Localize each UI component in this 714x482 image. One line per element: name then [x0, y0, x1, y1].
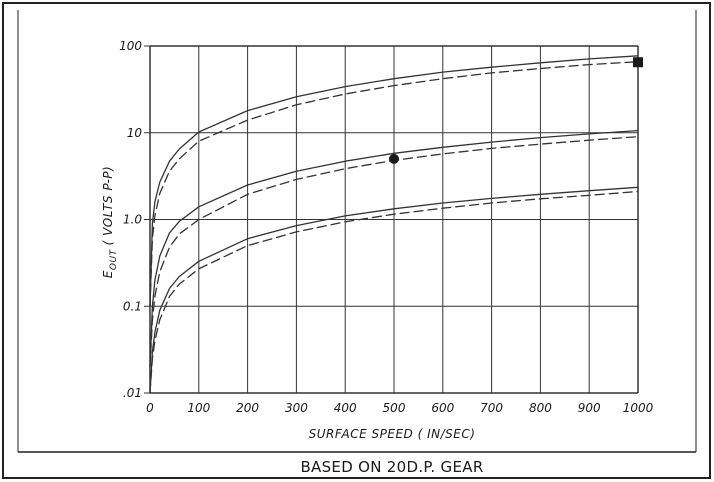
- x-tick-label: 100: [187, 401, 210, 415]
- y-tick-label: 10: [127, 126, 143, 140]
- square-marker: [633, 57, 643, 68]
- solid-curve-2: [149, 129, 639, 368]
- y-tick-label: .01: [123, 386, 142, 400]
- x-tick-label: 800: [529, 401, 552, 415]
- x-axis-title: SURFACE SPEED ( IN/SEC): [309, 427, 476, 441]
- y-tick-label: 0.1: [123, 299, 142, 313]
- series-layer: [149, 55, 639, 394]
- dashed-curve-1: [149, 61, 639, 307]
- x-tick-label: 200: [236, 401, 259, 415]
- dashed-curve-2: [149, 136, 639, 368]
- circle-marker: [389, 153, 399, 164]
- x-tick-label: 300: [285, 401, 308, 415]
- y-axis-title-sub: OUT: [109, 248, 119, 270]
- x-tick-label: 700: [480, 401, 503, 415]
- marker-layer: [389, 57, 643, 164]
- solid-curve-3: [149, 186, 639, 394]
- x-tick-label: 900: [578, 401, 601, 415]
- y-tick-label: 1.0: [123, 213, 142, 227]
- y-tick-label: 100: [119, 39, 142, 53]
- y-axis-title-main: E: [101, 270, 115, 278]
- y-axis-title: EOUT ( VOLTS P-P): [101, 166, 119, 278]
- grid: [144, 45, 639, 394]
- y-axis-title-rest: ( VOLTS P-P): [101, 166, 115, 246]
- x-tick-label: 1000: [623, 401, 654, 415]
- tick-labels: 0 100 200 300 400 500 600 700 800 900 1000 .01 0.1 1.…: [119, 39, 654, 415]
- x-tick-label: 500: [383, 401, 406, 415]
- x-tick-label: 0: [146, 401, 154, 415]
- x-tick-label: 400: [334, 401, 357, 415]
- x-tick-label: 600: [431, 401, 454, 415]
- solid-curve-1: [149, 55, 639, 307]
- dashed-curve-3: [149, 190, 639, 394]
- figure-caption: BASED ON 20D.P. GEAR: [300, 458, 483, 476]
